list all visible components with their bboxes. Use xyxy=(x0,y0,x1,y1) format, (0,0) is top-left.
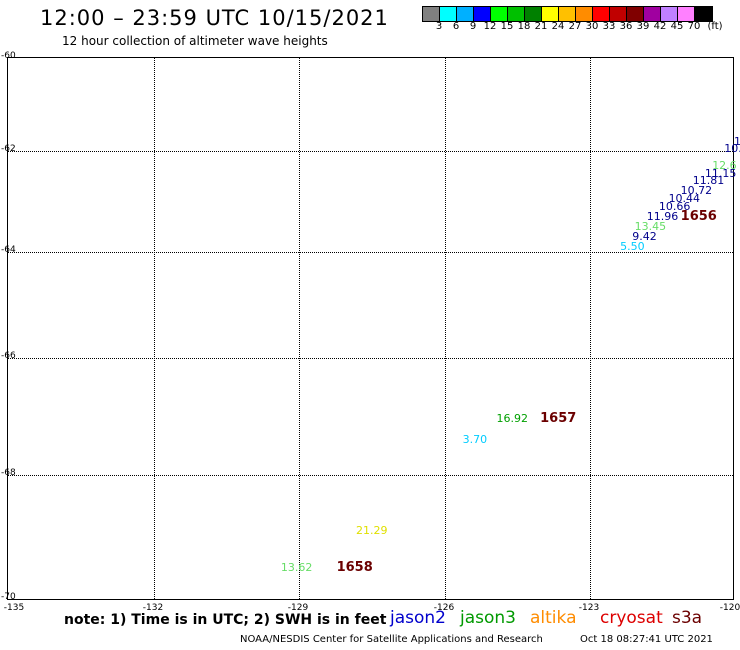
wave-height-value: 13.45 xyxy=(634,219,667,233)
wave-height-value: 10. xyxy=(724,141,740,155)
colorbar-swatch xyxy=(474,7,491,21)
colorbar-tick-label: 15 xyxy=(500,21,514,32)
colorbar-swatch xyxy=(678,7,695,21)
colorbar-swatch xyxy=(576,7,593,21)
wave-height-value: 21.29 xyxy=(355,523,388,537)
latitude-label: -62 xyxy=(1,144,16,154)
satellite-legend-jason3: jason3 xyxy=(460,608,516,628)
colorbar-tick-label: 9 xyxy=(469,21,477,32)
longitude-label: -120 xyxy=(719,603,740,613)
longitude-grid-line xyxy=(154,58,155,599)
wave-height-value: 10.66 xyxy=(658,199,691,213)
map-title: 12:00 – 23:59 UTC 10/15/2021 xyxy=(40,6,389,30)
units-note: note: 1) Time is in UTC; 2) SWH is in fe… xyxy=(64,612,387,628)
latitude-grid-line xyxy=(8,358,733,359)
wave-height-value: 10. xyxy=(734,134,740,148)
wave-height-value: 5.50 xyxy=(620,239,645,253)
colorbar-tick-label: 21 xyxy=(534,21,548,32)
satellite-legend-cryosat: cryosat xyxy=(600,608,663,628)
latitude-label: -66 xyxy=(1,351,16,361)
colorbar-swatch xyxy=(593,7,610,21)
wave-height-value: 3.70 xyxy=(462,432,488,446)
colorbar-swatch xyxy=(559,7,576,21)
colorbar-tick-label: 12 xyxy=(483,21,497,32)
colorbar-tick-label: 24 xyxy=(551,21,565,32)
latitude-grid-line xyxy=(8,475,733,476)
wave-height-value: 11.15 xyxy=(704,166,737,180)
colorbar-tick-label: 39 xyxy=(636,21,650,32)
footer-credit: NOAA/NESDIS Center for Satellite Applica… xyxy=(240,634,543,645)
colorbar-swatch xyxy=(542,7,559,21)
latitude-grid-line xyxy=(8,252,733,253)
longitude-grid-line xyxy=(445,58,446,599)
latitude-label: -60 xyxy=(1,51,16,61)
pass-time-label: 1657 xyxy=(540,411,577,427)
latitude-grid-line xyxy=(8,151,733,152)
map-subtitle: 12 hour collection of altimeter wave hei… xyxy=(62,34,328,48)
colorbar-tick-label: 18 xyxy=(517,21,531,32)
colorbar-unit: (ft) xyxy=(707,21,723,32)
latitude-label: -70 xyxy=(1,592,16,602)
longitude-grid-line xyxy=(590,58,591,599)
wave-height-colorbar xyxy=(422,6,713,22)
colorbar-tick-label: 70 xyxy=(687,21,701,32)
longitude-grid-line xyxy=(299,58,300,599)
wave-height-value: 12.6 xyxy=(712,159,737,173)
pass-time-label: 1656 xyxy=(680,208,717,224)
map-plot-area xyxy=(7,57,734,600)
latitude-label: -68 xyxy=(1,468,16,478)
longitude-label: -123 xyxy=(578,603,600,613)
colorbar-tick-label: 42 xyxy=(653,21,667,32)
longitude-label: -135 xyxy=(3,603,25,613)
colorbar-swatch xyxy=(491,7,508,21)
colorbar-tick-label: 33 xyxy=(602,21,616,32)
wave-height-value: 13.62 xyxy=(280,561,313,574)
colorbar-swatch xyxy=(508,7,525,21)
colorbar-tick-label: 30 xyxy=(585,21,599,32)
latitude-label: -64 xyxy=(1,245,16,255)
colorbar-swatch xyxy=(423,7,440,21)
colorbar-swatch xyxy=(525,7,542,21)
satellite-legend-altika: altika xyxy=(530,608,577,628)
longitude-label: -132 xyxy=(142,603,164,613)
colorbar-tick-label: 36 xyxy=(619,21,633,32)
wave-height-value: 16.92 xyxy=(496,412,529,426)
wave-height-value: 11.81 xyxy=(692,174,725,188)
colorbar-tick-label: 27 xyxy=(568,21,582,32)
satellite-legend-jason2: jason2 xyxy=(390,608,446,628)
colorbar-swatch xyxy=(695,7,712,21)
colorbar-swatch xyxy=(440,7,457,21)
colorbar-swatch xyxy=(610,7,627,21)
satellite-legend-s3a: s3a xyxy=(672,608,703,628)
colorbar-swatch xyxy=(457,7,474,21)
colorbar-tick-label: 45 xyxy=(670,21,684,32)
wave-height-value: 9.42 xyxy=(632,229,657,243)
colorbar-tick-label: 6 xyxy=(452,21,460,32)
wave-height-value: 11.96 xyxy=(646,209,679,223)
colorbar-tick-label: 3 xyxy=(435,21,443,32)
longitude-label: -129 xyxy=(287,603,309,613)
pass-time-label: 1658 xyxy=(336,560,373,575)
longitude-label: -126 xyxy=(433,603,455,613)
wave-height-value: 10.72 xyxy=(680,184,713,198)
colorbar-swatch xyxy=(627,7,644,21)
colorbar-swatch xyxy=(644,7,661,21)
generated-timestamp: Oct 18 08:27:41 UTC 2021 xyxy=(580,634,713,645)
wave-height-value: 10.44 xyxy=(668,191,701,205)
colorbar-swatch xyxy=(661,7,678,21)
